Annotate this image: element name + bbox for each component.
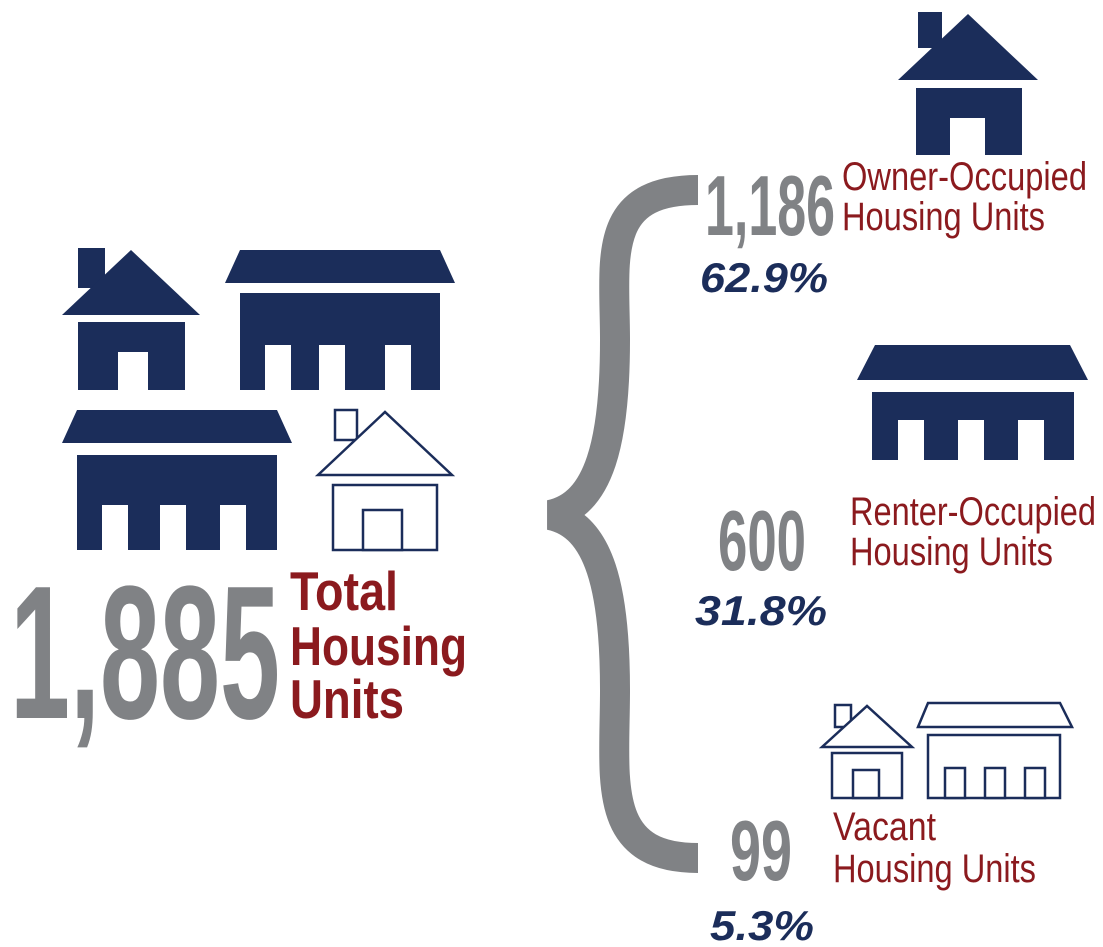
vacant-label: Vacant xyxy=(833,805,936,849)
renter-value: 600 xyxy=(718,494,806,589)
vacant-value: 99 xyxy=(730,804,792,899)
vacant-house-icon xyxy=(314,408,456,552)
renter-rowhouse-icon xyxy=(857,345,1088,460)
house-icon xyxy=(62,248,200,390)
renter-label: Housing Units xyxy=(850,530,1053,574)
renter-percent: 31.8% xyxy=(695,587,827,634)
total-label: Housing xyxy=(290,615,467,677)
total-label: Units xyxy=(290,668,404,730)
owner-percent: 62.9% xyxy=(700,254,828,301)
total-label: Total xyxy=(290,560,398,622)
vacant-rowhouse-icon xyxy=(916,701,1075,800)
vacant-percent: 5.3% xyxy=(710,902,814,947)
rowhouse-icon xyxy=(225,250,455,390)
vacant-label: Housing Units xyxy=(833,847,1036,891)
owner-value: 1,186 xyxy=(705,159,835,254)
owner-label: Owner-Occupied xyxy=(842,155,1087,199)
renter-label: Renter-Occupied xyxy=(850,490,1096,534)
rowhouse-icon xyxy=(62,410,292,550)
owner-house-icon xyxy=(898,12,1038,155)
owner-label: Housing Units xyxy=(842,195,1045,239)
vacant-house-icon xyxy=(818,703,916,800)
total-value: 1,885 xyxy=(10,547,280,759)
brace xyxy=(546,175,699,873)
